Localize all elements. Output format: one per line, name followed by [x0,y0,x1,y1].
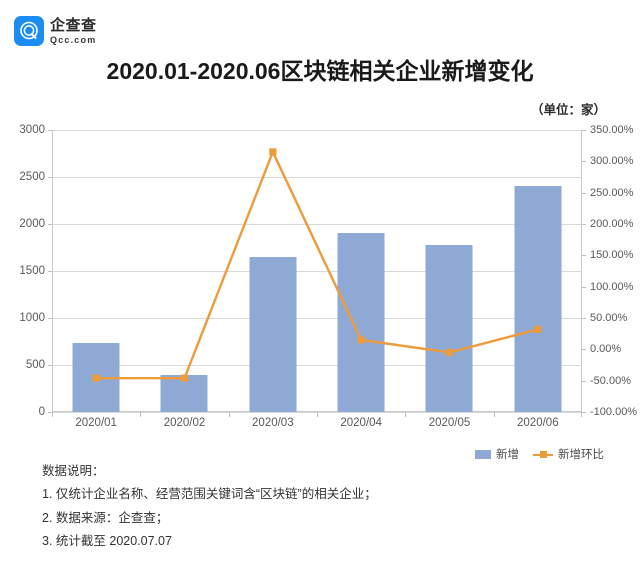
right-axis-tick-mark [582,286,586,288]
line-path [96,150,539,380]
category-tick [580,412,582,417]
bar-slot [228,130,317,417]
legend-item-2[interactable]: 新增环比 [533,446,604,462]
note-line-1: 1. 仅统计企业名称、经营范围关键词含“区块链”的相关企业； [42,487,377,501]
category-tick [52,412,53,417]
bar-slot [405,130,493,417]
left-axis-tick-mark [48,177,52,178]
gridline [52,365,582,366]
bar[interactable] [249,256,297,412]
legend-item-1[interactable]: 新增 [475,446,519,462]
right-axis-tick-label: -50.00% [590,374,631,387]
page-title: 2020.01-2020.06区块链相关企业新增变化 [106,58,534,84]
legend-label: 新增环比 [558,449,604,461]
right-axis-tick-label: 150.00% [590,249,634,262]
right-axis-tick-mark [582,412,586,413]
plot-area: 0 500 1000 1500 2000 2500 3000 -100.00% -50.00%… [19,124,637,418]
line-marker[interactable]: 2020/02 新增环比: -46.00% [180,374,189,382]
gridline [52,224,582,225]
right-axis-tick-mark [582,318,586,319]
left-axis-tick-label: 3000 [19,124,45,136]
right-axis-tick-label: 50.00% [590,312,628,324]
gridline [52,130,582,131]
left-axis-tick-label: 1000 [19,312,45,324]
left-axis-tick-mark [48,412,52,413]
data-notes: 数据说明： 1. 仅统计企业名称、经营范围关键词含“区块链”的相关企业； 2. … [42,460,602,558]
category-tick [316,412,318,417]
gridline [52,318,582,319]
right-axis-tick-label: 300.00% [590,155,634,168]
left-axis-tick-label: 2500 [19,171,45,183]
category-tick [140,412,142,417]
right-axis-tick-mark [582,130,586,131]
left-axis-tick-mark [48,271,52,272]
right-axis-tick-mark [582,255,586,257]
x-axis-tick-label: 2020/01 [75,417,117,429]
chart-legend: 新增 新增环比 [475,446,604,462]
bar-series [52,130,582,417]
bar[interactable] [514,185,562,412]
category-tick [405,412,407,417]
x-axis-line [52,411,582,412]
category-tick [493,412,495,417]
x-axis-labels: 2020/01 2020/02 2020/03 2020/04 2020/05 2020/… [52,417,582,429]
right-axis-tick-mark [582,192,586,194]
bar[interactable] [425,244,473,412]
brand-name-cn: 企查查 [50,17,97,34]
unit-label: （单位：家） [530,103,606,117]
right-axis-tick-label: 250.00% [590,186,634,199]
right-axis-tick-label: 100.00% [590,280,634,293]
brand-logo: 企查查 Qcc.com [14,16,97,46]
note-line-3: 3. 统计截至 2020.07.07 [42,534,172,549]
x-axis-tick-label: 2020/06 [517,417,559,429]
line-marker[interactable]: 2020/05 新增环比: -5.00% [445,348,454,357]
category-tick [228,412,230,417]
line-marker[interactable]: 2020/01 新增环比: -46.00% [92,374,100,382]
legend-line-swatch-icon [533,450,553,459]
left-axis-tick-label: 500 [25,359,45,371]
left-axis-tick-mark [48,130,52,131]
right-axis-tick-label: 0.00% [590,343,622,356]
left-axis-tick-label: 1500 [19,265,45,277]
left-axis-tick-label: 0 [38,406,45,418]
brand-name-en: Qcc.com [50,35,97,45]
line-marker[interactable]: 2020/06 新增环比: 32.00% [534,325,542,333]
right-axis-tick-mark [582,161,586,163]
left-axis-tick-label: 2000 [19,218,45,230]
right-axis-tick-label: -100.00% [590,406,638,418]
gridline [52,177,582,178]
right-axis-tick-mark [582,380,586,382]
left-axis-tick-mark [48,365,52,366]
gridline [52,271,582,272]
line-marker[interactable]: 2020/03 新增环比: 315.00% [269,148,277,156]
legend-label: 新增 [496,449,519,461]
legend-bar-swatch-icon [475,449,491,459]
left-axis-tick-mark [48,224,52,225]
note-line-2: 2. 数据来源：企查查； [42,510,169,525]
x-axis-tick-label: 2020/04 [340,417,382,429]
right-axis-tick-label: 350.00% [590,124,634,136]
right-axis-tick-mark [582,349,586,351]
left-axis-tick-mark [48,318,52,319]
qcc-logo-icon [14,16,44,46]
bar-slot [493,130,582,417]
right-axis-tick-label: 200.00% [590,218,634,230]
line-series: 2020/01 新增环比: -46.00% 2020/02 新增环比: -46.0… [92,148,542,382]
notes-heading: 数据说明： [42,464,105,478]
bar-slot [316,130,405,417]
x-axis-tick-label: 2020/05 [428,417,471,429]
bar[interactable] [337,233,385,412]
x-axis-tick-label: 2020/02 [163,417,206,429]
right-axis-tick-mark [582,224,586,225]
line-marker[interactable]: 2020/04 新增环比: 15.00% [357,336,365,344]
x-axis-tick-label: 2020/03 [252,417,294,429]
